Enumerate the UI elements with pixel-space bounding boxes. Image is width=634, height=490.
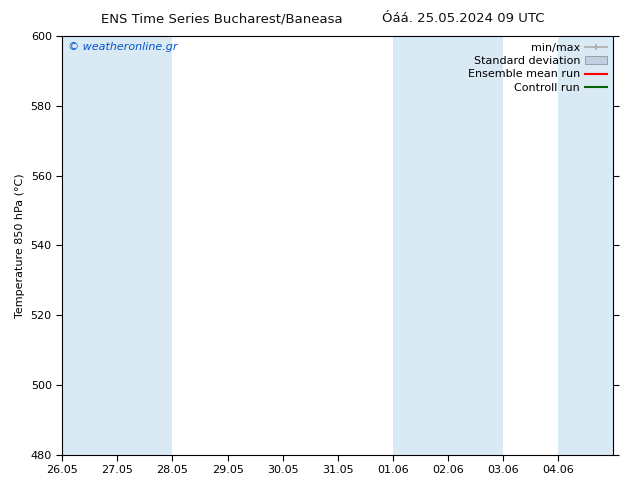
Legend: min/max, Standard deviation, Ensemble mean run, Controll run: min/max, Standard deviation, Ensemble me… xyxy=(463,38,611,97)
Bar xyxy=(559,36,614,455)
Bar xyxy=(448,36,503,455)
Text: ENS Time Series Bucharest/Baneasa: ENS Time Series Bucharest/Baneasa xyxy=(101,12,343,25)
Text: Óáá. 25.05.2024 09 UTC: Óáá. 25.05.2024 09 UTC xyxy=(382,12,544,25)
Bar xyxy=(62,36,117,455)
Bar xyxy=(393,36,448,455)
Y-axis label: Temperature 850 hPa (°C): Temperature 850 hPa (°C) xyxy=(15,173,25,318)
Text: © weatheronline.gr: © weatheronline.gr xyxy=(68,43,178,52)
Bar xyxy=(117,36,172,455)
